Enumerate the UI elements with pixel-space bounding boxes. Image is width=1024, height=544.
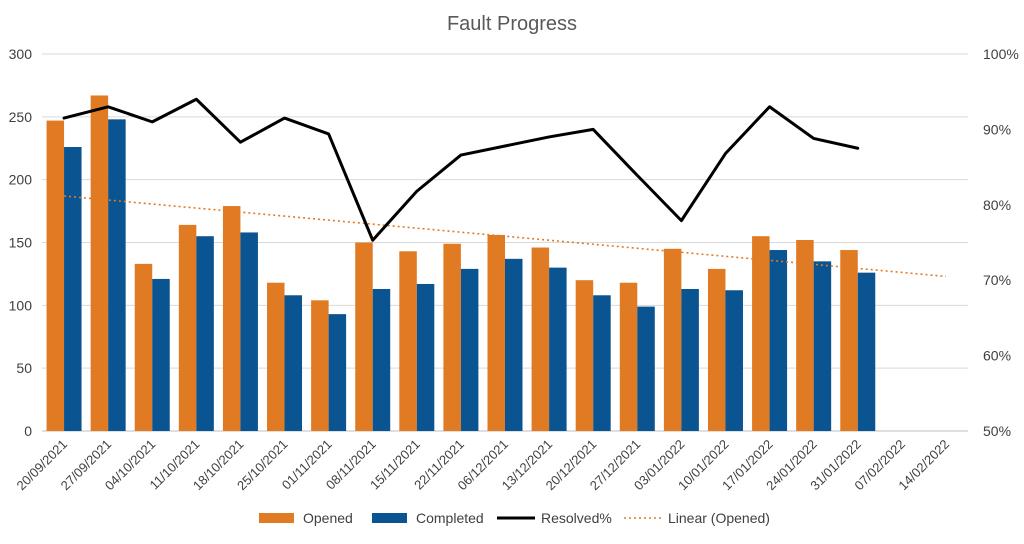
- bar-opened: [707, 268, 726, 431]
- bar-completed: [813, 261, 832, 431]
- bar-opened: [46, 120, 65, 431]
- bars-group: [46, 95, 876, 431]
- bar-completed: [505, 258, 523, 431]
- bar-opened: [90, 95, 109, 431]
- bar-opened: [575, 280, 594, 431]
- right-axis: 50% 60% 70% 80% 90% 100%: [983, 46, 1019, 439]
- bar-opened: [487, 234, 505, 431]
- legend: Opened Completed Resolved% Linear (Opened): [259, 510, 770, 526]
- bar-completed: [284, 295, 303, 431]
- bar-opened: [311, 300, 329, 431]
- y2-tick-label: 60%: [983, 348, 1011, 364]
- y2-tick-label: 80%: [983, 197, 1011, 213]
- bar-completed: [857, 272, 876, 431]
- bar-opened: [267, 282, 285, 431]
- bar-completed: [549, 267, 567, 431]
- bar-completed: [593, 295, 611, 431]
- bar-opened: [178, 224, 197, 431]
- bar-opened: [399, 251, 417, 431]
- bar-completed: [769, 250, 788, 431]
- left-axis: 0 50 100 150 200 250 300: [9, 46, 33, 439]
- y2-tick-label: 100%: [983, 46, 1019, 62]
- legend-label: Completed: [416, 510, 484, 526]
- bar-completed: [372, 288, 391, 431]
- bar-opened: [796, 239, 814, 431]
- bar-completed: [328, 314, 347, 431]
- y2-tick-label: 90%: [983, 121, 1011, 137]
- bar-opened: [222, 206, 241, 431]
- bar-completed: [108, 119, 126, 431]
- bar-opened: [531, 247, 550, 431]
- bar-opened: [752, 236, 770, 431]
- y2-tick-label: 50%: [983, 423, 1011, 439]
- bar-completed: [681, 288, 699, 431]
- bar-completed: [416, 283, 435, 431]
- y-tick-label: 250: [9, 109, 33, 125]
- y-tick-label: 300: [9, 46, 33, 62]
- bar-opened: [443, 243, 461, 431]
- bar-completed: [725, 290, 743, 431]
- y-tick-label: 50: [16, 360, 32, 376]
- bar-completed: [460, 268, 479, 431]
- y-tick-label: 200: [9, 172, 33, 188]
- legend-label: Resolved%: [541, 510, 612, 526]
- chart-title: Fault Progress: [447, 13, 577, 35]
- bar-completed: [152, 278, 170, 431]
- bar-opened: [619, 282, 638, 431]
- bar-completed: [637, 306, 655, 431]
- bar-opened: [134, 263, 153, 431]
- y-tick-label: 100: [9, 297, 33, 313]
- x-axis: 20/09/202127/09/202104/10/202111/10/2021…: [14, 437, 953, 494]
- resolved-line: [62, 97, 860, 242]
- y-tick-label: 150: [9, 235, 33, 251]
- resolved-line-group: [62, 97, 860, 242]
- legend-swatch: [259, 513, 294, 523]
- bar-completed: [196, 236, 214, 431]
- bar-completed: [64, 146, 82, 431]
- bar-opened: [840, 250, 858, 431]
- bar-opened: [355, 242, 373, 431]
- legend-label: Linear (Opened): [668, 510, 770, 526]
- legend-swatch: [372, 513, 407, 523]
- y-tick-label: 0: [24, 423, 32, 439]
- legend-label: Opened: [303, 510, 353, 526]
- bar-opened: [663, 248, 682, 431]
- bar-completed: [240, 232, 258, 431]
- y2-tick-label: 70%: [983, 272, 1011, 288]
